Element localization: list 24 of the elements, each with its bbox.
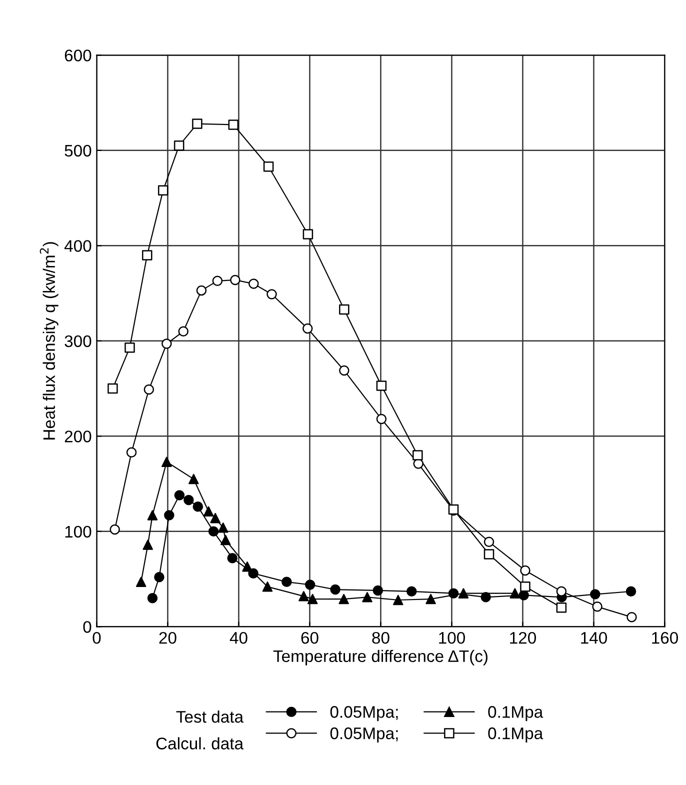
y-tick-label: 500	[64, 144, 92, 157]
y-tick-label: 100	[65, 526, 92, 538]
x-tick-label: 160	[652, 632, 678, 644]
x-tick-label: 60	[301, 632, 318, 644]
y-tick-label: 600	[64, 50, 92, 62]
text: Test data	[176, 710, 244, 723]
y-tick-label: 0	[83, 621, 92, 633]
x-tick-label: 100	[439, 632, 465, 644]
x-tick-label: 140	[581, 632, 607, 644]
y-tick-label: 200	[64, 430, 92, 442]
x-tick-label: 120	[510, 632, 536, 644]
y-axis-title: Heat flux density q (kw/m$^{2}$)	[40, 242, 58, 440]
legend-label: 0.05Mpa;	[330, 727, 398, 743]
legend-label: 0.1Mpa	[488, 727, 544, 743]
x-tick-label: 80	[372, 632, 390, 644]
x-tick-label: 20	[159, 632, 176, 644]
x-axis-title: Temperature difference ΔT(c)	[273, 650, 488, 666]
legend-label: 0.1Mpa	[488, 706, 544, 722]
y-tick-label: 400	[64, 240, 92, 252]
text: Calcul. data	[156, 737, 244, 750]
y-tick-label: 300	[64, 335, 92, 348]
x-tick-label: 0	[92, 632, 101, 644]
legend-label: 0.05Mpa;	[330, 706, 398, 722]
x-tick-label: 40	[230, 632, 248, 644]
